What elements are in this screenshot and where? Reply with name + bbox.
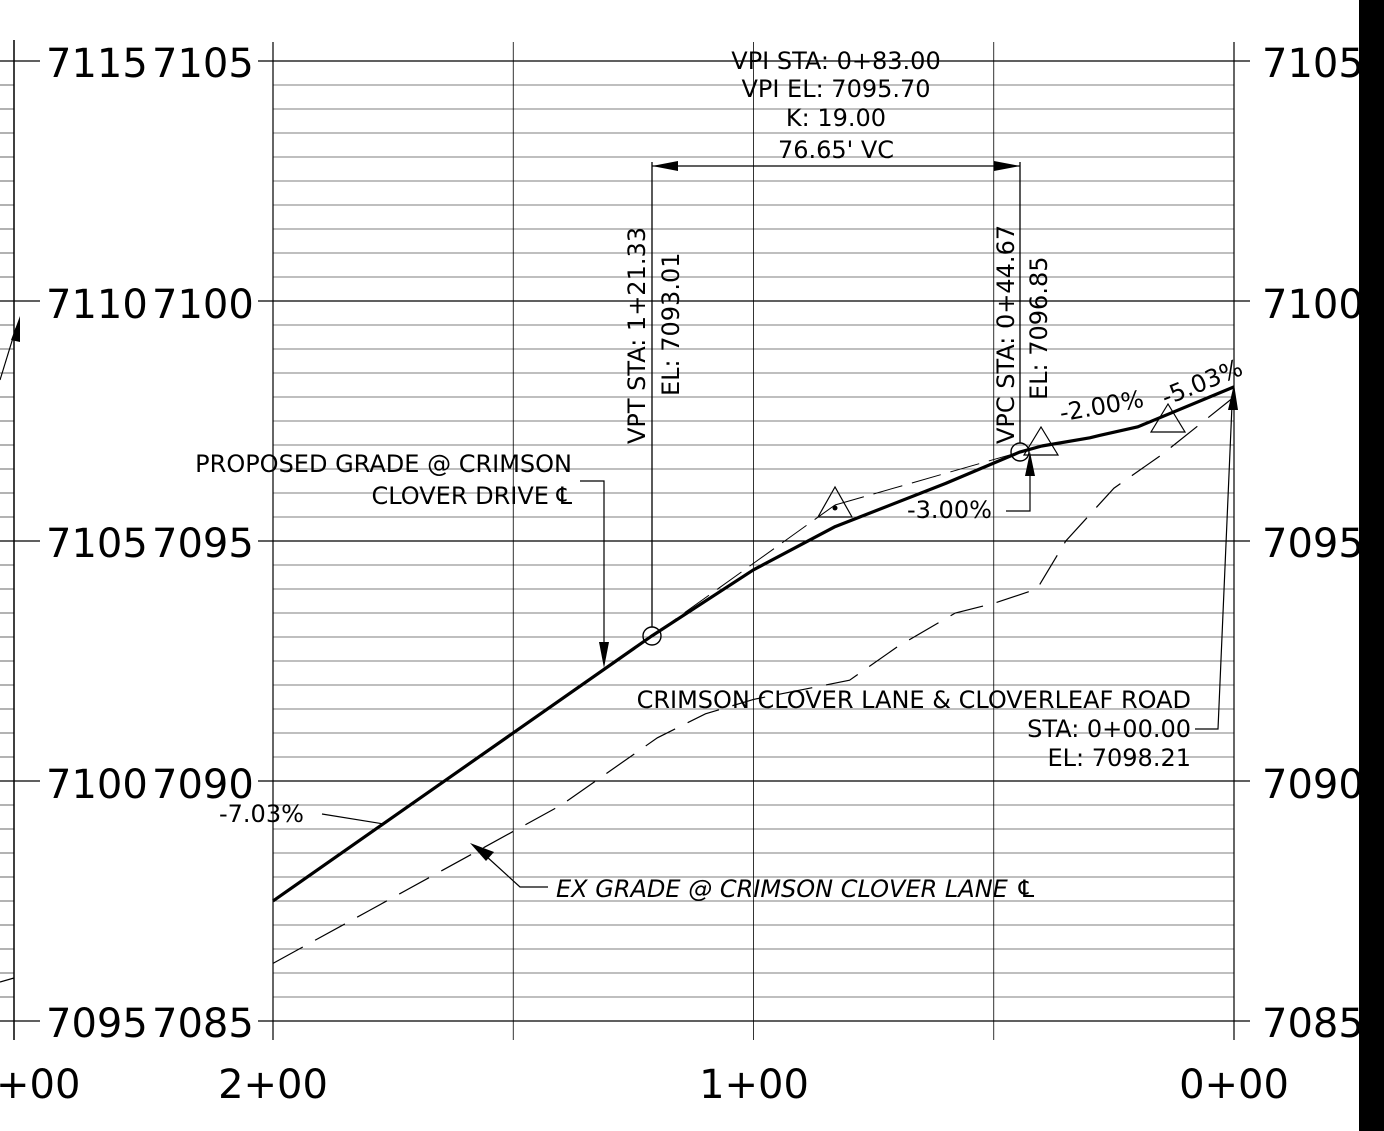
station-label: 0+00 [1179, 1062, 1289, 1108]
pvi-triangle-marker [1022, 425, 1060, 456]
grade-arrowhead [1025, 452, 1035, 476]
grade-label: -7.03% [219, 800, 304, 828]
vpi-label-block: VPI STA: 0+83.00 VPI EL: 7095.70 K: 19.0… [731, 47, 940, 164]
tangent-line [651, 504, 836, 637]
left-leader [0, 977, 15, 983]
k-value-label: K: 19.00 [786, 104, 886, 132]
existing-grade-callout: EX GRADE @ CRIMSON CLOVER LANE ℄ [470, 843, 1037, 903]
left-elev-label: 7115 [46, 41, 148, 87]
grade-leader [321, 813, 385, 825]
main-profile-grid [258, 42, 1250, 1040]
vpi-construction [642, 402, 1187, 646]
station-label: 2+00 [218, 1062, 328, 1108]
grade-label: -3.00% [907, 496, 992, 524]
profile-lines [272, 385, 1235, 964]
vpi-triangle-marker [816, 485, 854, 518]
left-elev-label: 7110 [46, 282, 148, 328]
left-elev-label: 7105 [46, 521, 148, 567]
left-profile: 7115 7110 7105 7100 7095 +00 [0, 40, 148, 1108]
existing-grade-label: EX GRADE @ CRIMSON CLOVER LANE ℄ [556, 875, 1037, 903]
vc-length-label: 76.65' VC [778, 136, 894, 164]
proposed-grade-arrowhead [599, 642, 609, 668]
intersection-arrowhead [1228, 384, 1238, 410]
left-profile-grid [0, 60, 40, 1022]
main-right-elev-label: 7085 [1262, 1001, 1364, 1047]
vpi-point [832, 505, 838, 511]
proposed-grade-label: CLOVER DRIVE ℄ [372, 482, 573, 510]
main-axis-labels: 7105 7100 7095 7090 7085 7105 7100 7095 … [152, 41, 1364, 1108]
vpt-station-label: VPT STA: 1+21.33 [623, 227, 651, 444]
proposed-grade-label: PROPOSED GRADE @ CRIMSON [195, 450, 572, 478]
vertical-curve-dimension [651, 161, 1021, 627]
main-right-elev-label: 7105 [1262, 41, 1364, 87]
main-right-elev-label: 7100 [1262, 282, 1364, 328]
station-label: 1+00 [699, 1062, 809, 1108]
vpi-station-label: VPI STA: 0+83.00 [731, 47, 940, 75]
grade-leader [1006, 460, 1031, 512]
vpt-elevation-label: EL: 7093.01 [657, 253, 685, 397]
proposed-grade-line [272, 385, 1235, 903]
main-left-elev-label: 7105 [152, 41, 254, 87]
intersection-elevation-label: EL: 7098.21 [1048, 744, 1192, 772]
vc-dimension-arrow [994, 161, 1020, 171]
existing-grade-arrowhead [470, 843, 494, 861]
vpi-elevation-label: VPI EL: 7095.70 [741, 75, 930, 103]
proposed-grade-callout: PROPOSED GRADE @ CRIMSON CLOVER DRIVE ℄ [195, 450, 609, 668]
intersection-name-label: CRIMSON CLOVER LANE & CLOVERLEAF ROAD [637, 686, 1191, 714]
left-station-label: +00 [0, 1062, 80, 1108]
vpc-station-label: VPC STA: 0+44.67 [992, 225, 1020, 444]
pvi-triangle-marker [1149, 402, 1187, 433]
sheet-right-border [1359, 0, 1384, 1131]
left-elev-label: 7095 [46, 1001, 148, 1047]
main-right-elev-label: 7095 [1262, 521, 1364, 567]
existing-grade-line [272, 396, 1235, 964]
main-left-elev-label: 7085 [152, 1001, 254, 1047]
intersection-station-label: STA: 0+00.00 [1027, 715, 1191, 743]
left-arrowhead [11, 316, 20, 342]
main-right-elev-label: 7090 [1262, 762, 1364, 808]
main-left-elev-label: 7095 [152, 521, 254, 567]
main-left-elev-label: 7090 [152, 762, 254, 808]
tangent-line [834, 451, 1021, 506]
left-elev-label: 7100 [46, 762, 148, 808]
vc-dimension-arrow [652, 161, 678, 171]
intersection-leader [1195, 404, 1233, 730]
intersection-callout: CRIMSON CLOVER LANE & CLOVERLEAF ROAD ST… [637, 384, 1238, 772]
vpc-elevation-label: EL: 7096.85 [1025, 257, 1053, 401]
main-left-elev-label: 7100 [152, 282, 254, 328]
existing-grade-leader [485, 855, 548, 888]
proposed-grade-leader [580, 480, 605, 642]
